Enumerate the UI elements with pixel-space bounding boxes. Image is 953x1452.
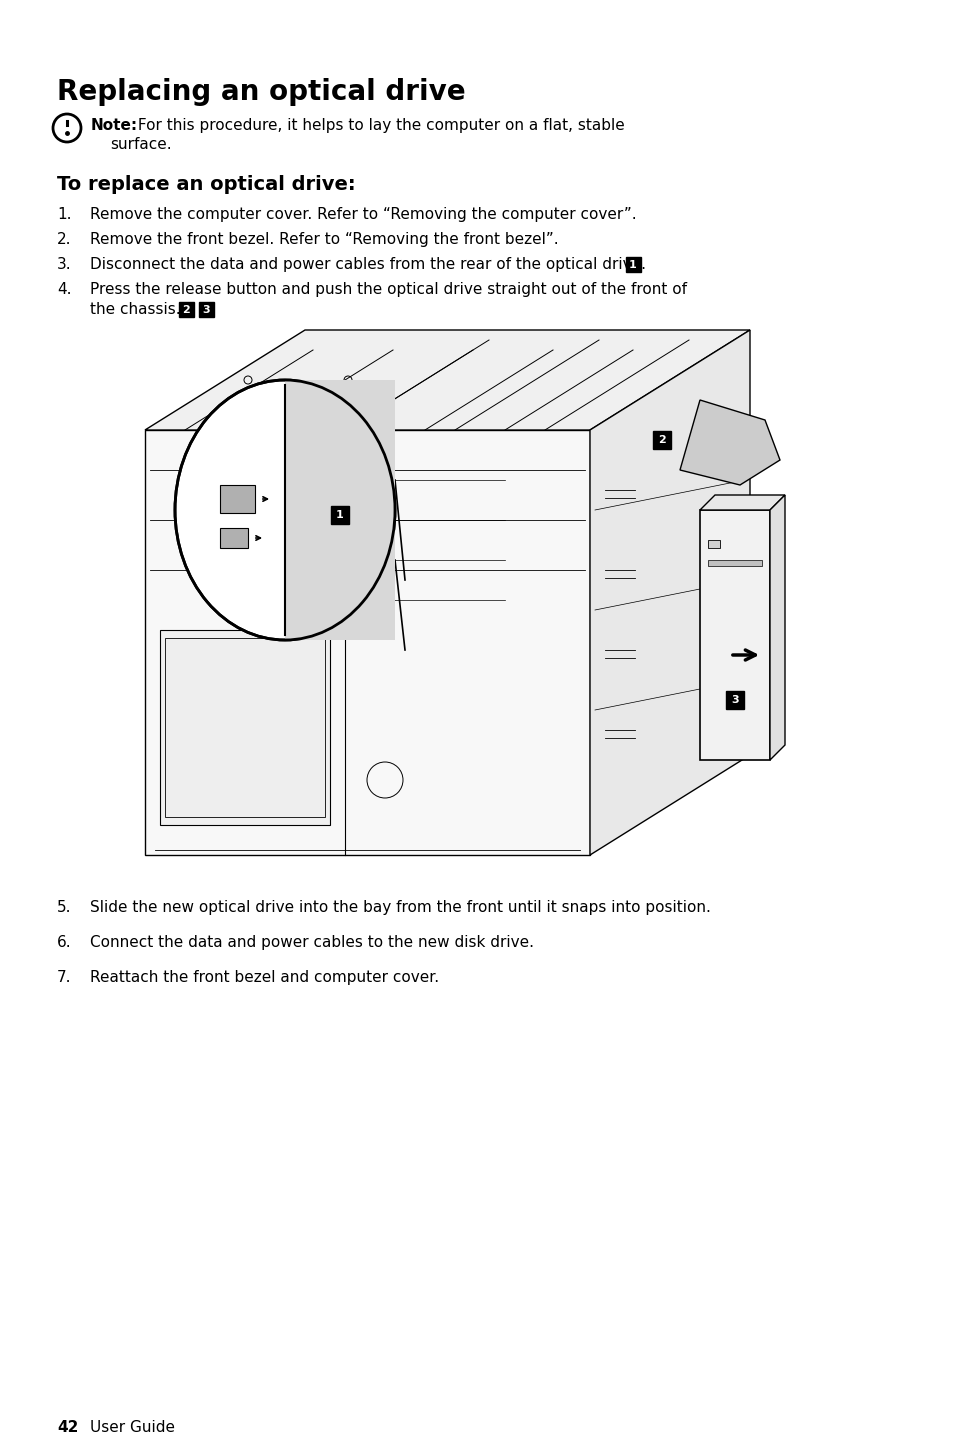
Polygon shape [679,399,780,485]
Text: Remove the computer cover. Refer to “Removing the computer cover”.: Remove the computer cover. Refer to “Rem… [90,208,636,222]
Text: User Guide: User Guide [90,1420,174,1435]
FancyBboxPatch shape [652,431,670,449]
Polygon shape [220,485,254,513]
Text: the chassis.: the chassis. [90,302,180,317]
Polygon shape [160,630,330,825]
Text: 3.: 3. [57,257,71,272]
Text: 2.: 2. [57,232,71,247]
Text: 3: 3 [730,696,738,706]
Text: Reattach the front bezel and computer cover.: Reattach the front bezel and computer co… [90,970,438,984]
FancyArrowPatch shape [732,650,755,661]
Text: 6.: 6. [57,935,71,950]
Text: 2: 2 [182,305,190,315]
Text: 4.: 4. [57,282,71,298]
Polygon shape [707,540,720,547]
Text: 1: 1 [335,510,343,520]
Polygon shape [220,529,248,547]
Text: Connect the data and power cables to the new disk drive.: Connect the data and power cables to the… [90,935,534,950]
Text: To replace an optical drive:: To replace an optical drive: [57,176,355,195]
FancyBboxPatch shape [625,257,640,272]
Text: For this procedure, it helps to lay the computer on a flat, stable: For this procedure, it helps to lay the … [132,118,624,134]
FancyBboxPatch shape [199,302,213,317]
Polygon shape [285,380,395,640]
Polygon shape [589,330,749,855]
Text: 2: 2 [658,436,665,444]
Polygon shape [700,495,784,510]
Polygon shape [145,430,589,855]
Text: surface.: surface. [110,136,172,152]
Text: Remove the front bezel. Refer to “Removing the front bezel”.: Remove the front bezel. Refer to “Removi… [90,232,558,247]
Text: Disconnect the data and power cables from the rear of the optical drive.: Disconnect the data and power cables fro… [90,257,650,272]
FancyArrowPatch shape [255,536,260,540]
FancyArrowPatch shape [262,497,267,501]
FancyBboxPatch shape [331,505,349,524]
Text: 1: 1 [628,260,637,270]
Polygon shape [707,560,761,566]
Text: Note:: Note: [91,118,138,134]
Text: 3: 3 [202,305,210,315]
Polygon shape [769,495,784,759]
Text: Replacing an optical drive: Replacing an optical drive [57,78,465,106]
Text: Slide the new optical drive into the bay from the front until it snaps into posi: Slide the new optical drive into the bay… [90,900,710,915]
Polygon shape [165,637,325,817]
Polygon shape [145,330,749,430]
Text: 42: 42 [57,1420,78,1435]
Text: Press the release button and push the optical drive straight out of the front of: Press the release button and push the op… [90,282,686,298]
Text: 5.: 5. [57,900,71,915]
Polygon shape [700,510,769,759]
Text: 7.: 7. [57,970,71,984]
Ellipse shape [174,380,395,640]
FancyBboxPatch shape [725,691,743,709]
Text: 1.: 1. [57,208,71,222]
FancyBboxPatch shape [179,302,193,317]
